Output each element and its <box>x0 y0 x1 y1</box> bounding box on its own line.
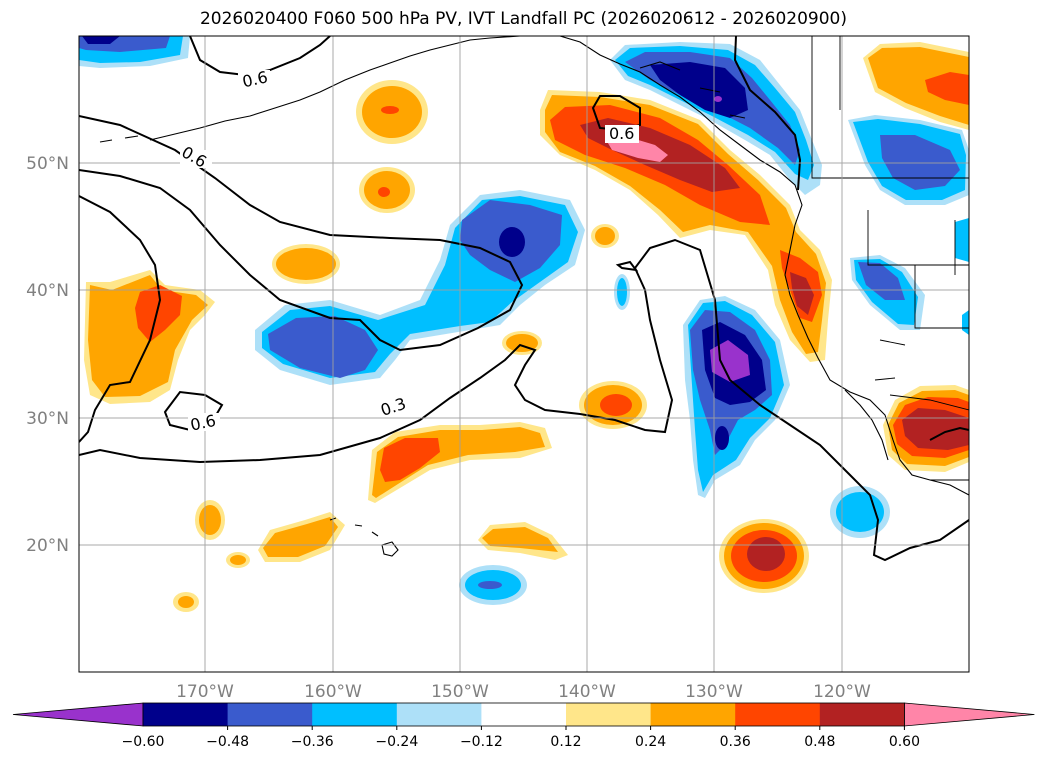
colorbar-segment <box>819 703 905 726</box>
colorbar-ticks: −0.60 −0.48 −0.36 −0.24 −0.12 0.12 0.24 0.36 0.4… <box>122 726 920 750</box>
longitude-labels: 170°W 160°W 150°W 140°W 130°W 120°W <box>176 682 871 702</box>
orange-anomaly-gulf <box>272 80 428 284</box>
colorbar-tick-label: −0.48 <box>206 734 249 750</box>
colorbar-segment <box>227 703 313 726</box>
colorbar-tick-label: −0.12 <box>460 734 503 750</box>
ivt-contours <box>79 36 969 562</box>
orange-anomaly-northeast <box>863 42 969 130</box>
colorbar-tick-label: −0.24 <box>375 734 418 750</box>
lat-label-40n: 40°N <box>26 281 69 301</box>
blue-anomaly-central <box>255 190 585 385</box>
colorbar-tick-label: −0.36 <box>291 734 334 750</box>
colorbar-segment <box>735 703 821 726</box>
lon-label-160w: 160°W <box>304 682 362 702</box>
red-anomaly-south <box>719 519 809 593</box>
orange-anomaly-west <box>84 270 215 404</box>
lat-label-30n: 30°N <box>26 409 69 429</box>
colorbar-tick-label: 0.48 <box>804 734 835 750</box>
colorbar-segments <box>12 702 1035 727</box>
colorbar-tick-label: 0.12 <box>550 734 581 750</box>
colorbar: −0.60 −0.48 −0.36 −0.24 −0.12 0.12 0.24 0.36 0.4… <box>12 702 1035 750</box>
graticule <box>79 36 969 672</box>
lat-label-20n: 20°N <box>26 536 69 556</box>
contour-labels: 0.6 0.6 0.6 0.3 0.6 <box>178 67 639 435</box>
blue-anomaly-canada <box>848 115 969 335</box>
lat-label-50n: 50°N <box>26 154 69 174</box>
map-area: 0.6 0.6 0.6 0.3 0.6 <box>79 36 969 672</box>
blue-anomaly-bc <box>610 42 822 195</box>
colorbar-segment <box>650 703 736 726</box>
colorbar-tick-label: 0.36 <box>720 734 751 750</box>
colorbar-extend-low <box>12 702 144 727</box>
contour-label-5: 0.6 <box>189 411 218 435</box>
colorbar-tick-label: 0.24 <box>635 734 666 750</box>
colorbar-extend-high <box>904 702 1035 727</box>
contour-label-1: 0.6 <box>241 67 270 91</box>
colorbar-segment <box>566 703 652 726</box>
lon-label-140w: 140°W <box>558 682 616 702</box>
colorbar-segment <box>481 703 567 726</box>
map-title: 2026020400 F060 500 hPa PV, IVT Landfall… <box>199 9 847 29</box>
lon-label-170w: 170°W <box>176 682 234 702</box>
colorbar-segment <box>312 703 398 726</box>
red-anomaly-mexico <box>883 385 969 472</box>
colorbar-tick-label: 0.60 <box>889 734 920 750</box>
latitude-labels: 50°N 40°N 30°N 20°N <box>26 154 69 556</box>
map-frame <box>78 35 970 673</box>
lon-label-130w: 130°W <box>685 682 743 702</box>
lon-label-120w: 120°W <box>813 682 871 702</box>
colorbar-tick-label: −0.60 <box>122 734 165 750</box>
colorbar-segment <box>143 703 229 726</box>
colorbar-segment <box>396 703 482 726</box>
colorbar-outline <box>142 702 905 727</box>
blue-anomaly-topleft <box>79 36 190 68</box>
contour-label-3: 0.6 <box>609 124 634 143</box>
borders <box>811 36 969 481</box>
lon-label-150w: 150°W <box>431 682 489 702</box>
